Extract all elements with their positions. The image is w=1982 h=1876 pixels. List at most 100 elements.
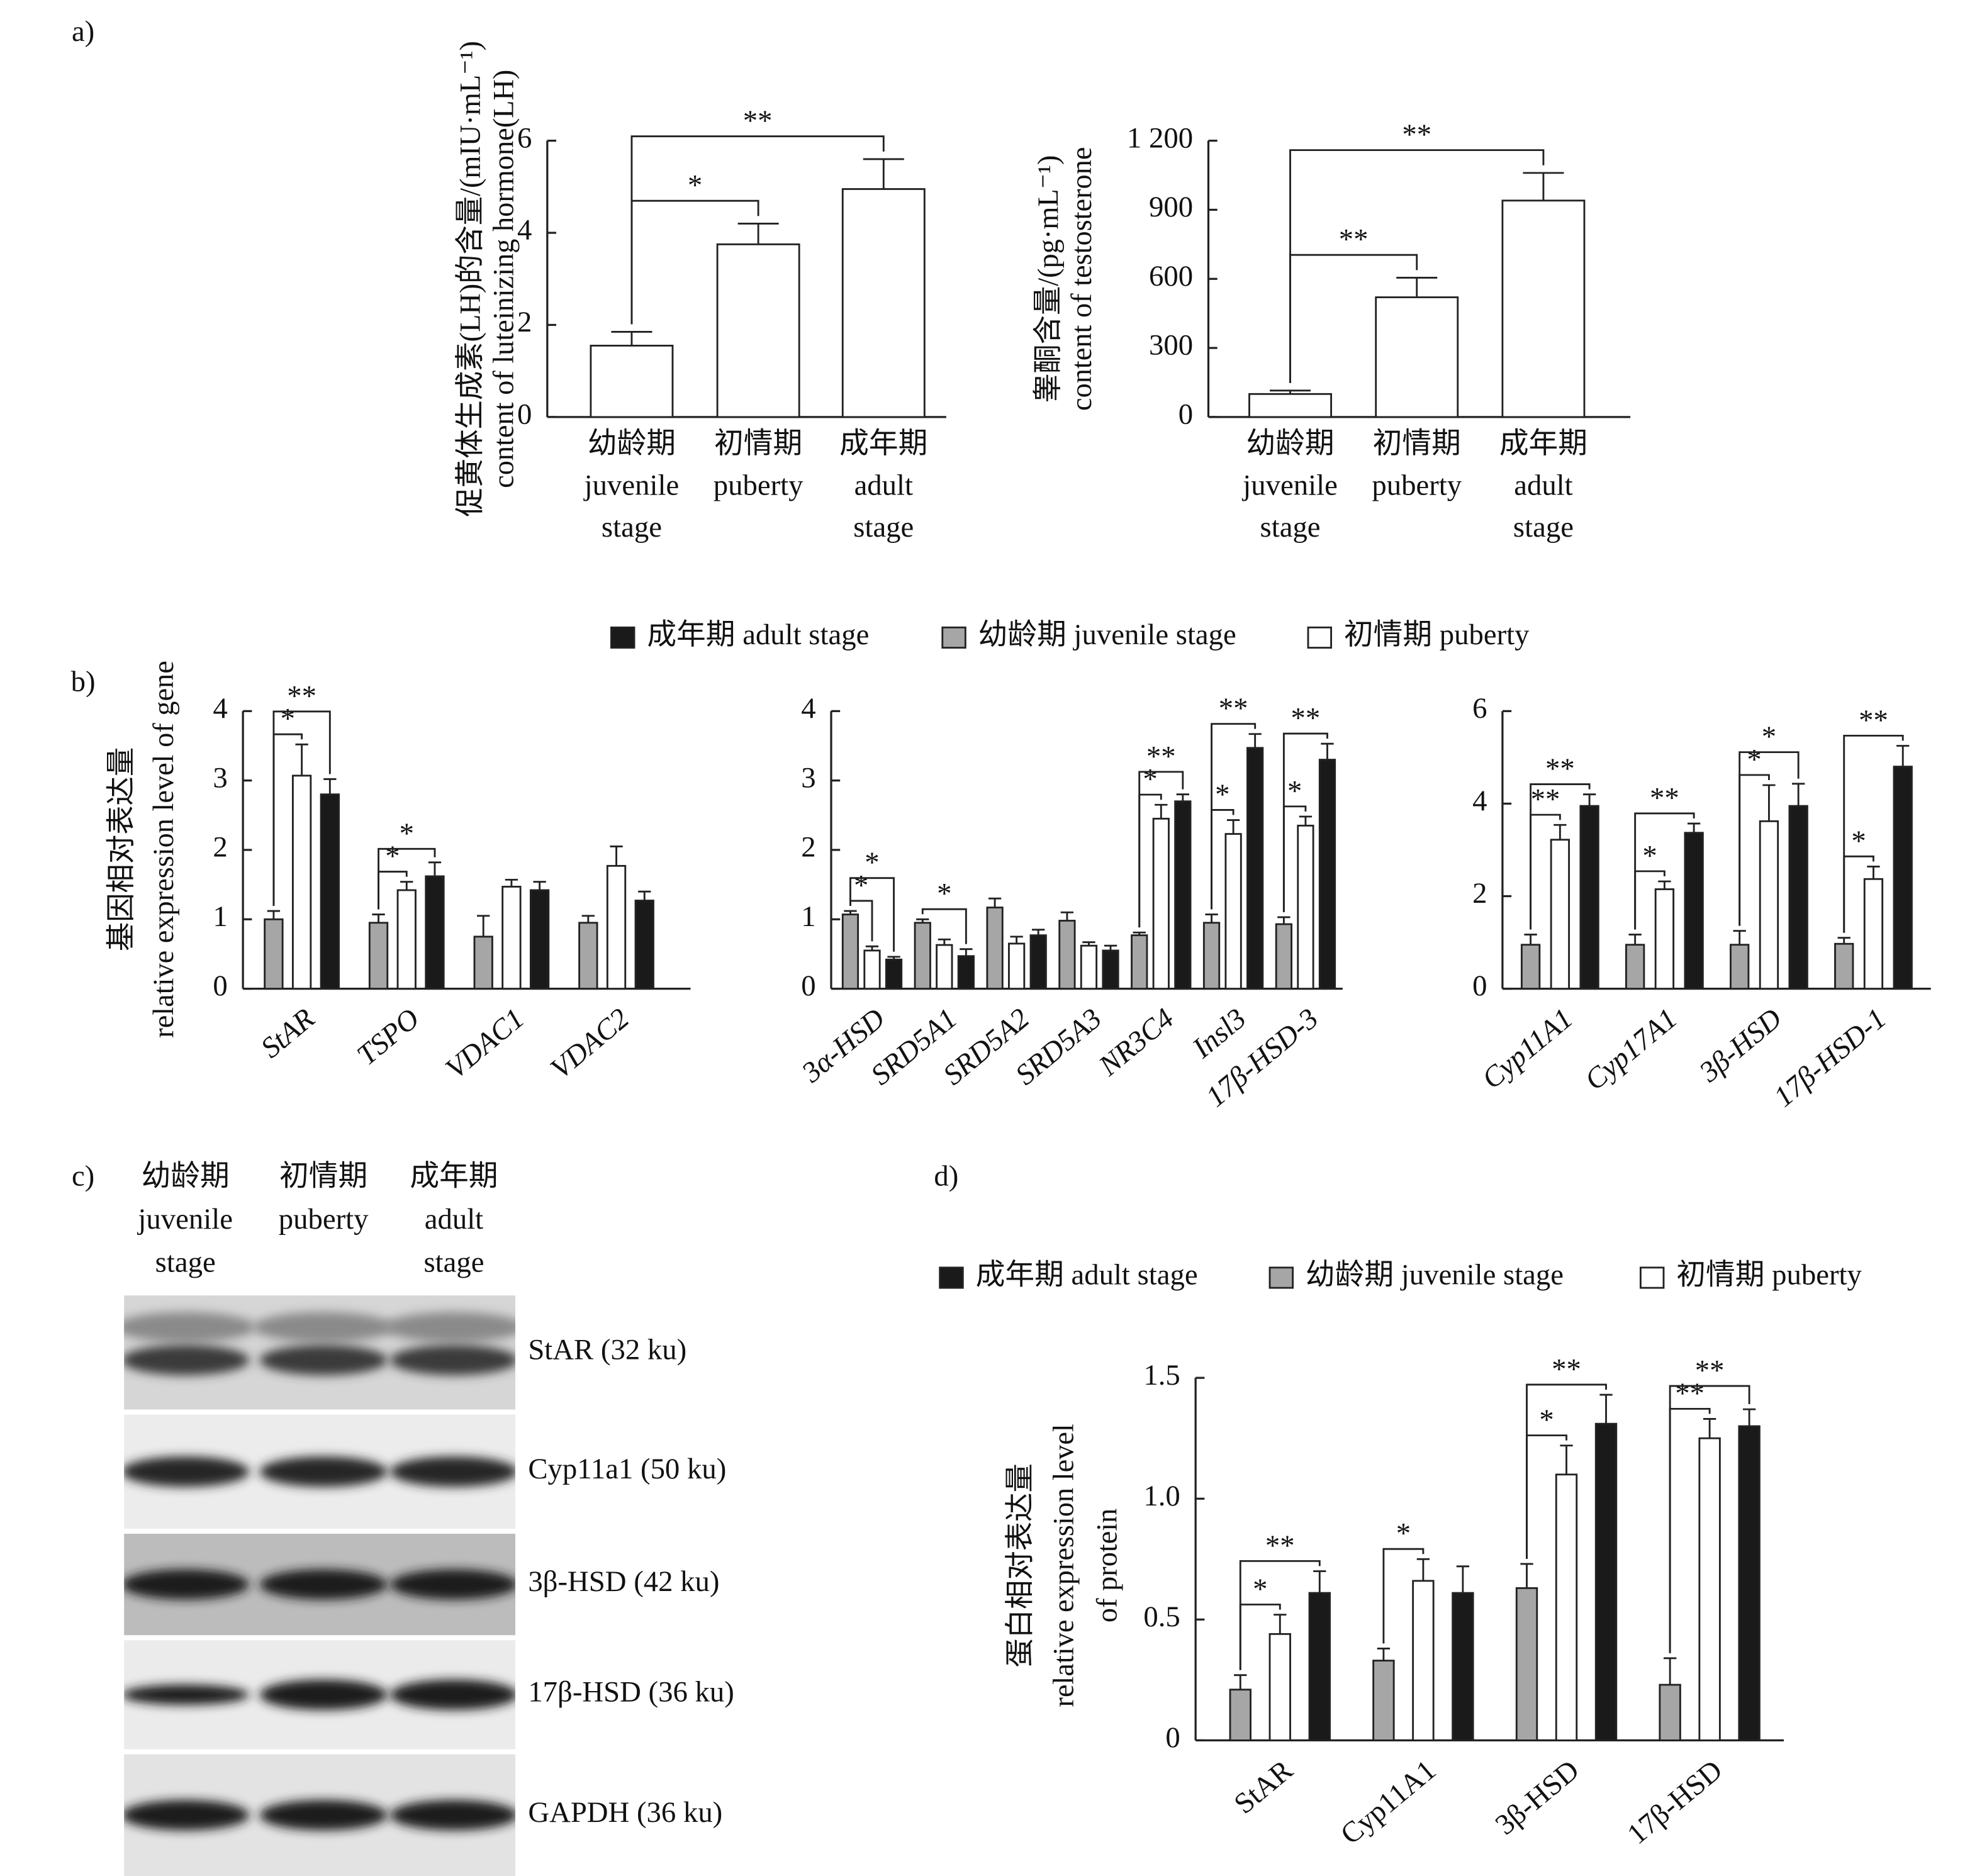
bar	[264, 918, 284, 990]
bar	[1297, 824, 1314, 990]
bar	[1308, 1592, 1331, 1741]
y-tick-label: 0	[517, 399, 532, 431]
significance-bracket	[1843, 734, 1904, 933]
y-tick-label: 4	[1472, 785, 1487, 817]
significance-label: **	[1265, 1530, 1295, 1562]
bar	[368, 922, 389, 990]
error-bar	[477, 915, 490, 937]
significance-label: **	[1545, 753, 1575, 785]
panel-label: c)	[72, 1161, 94, 1193]
bar	[1174, 800, 1192, 990]
error-bar	[1299, 815, 1313, 826]
significance-label: **	[743, 105, 773, 137]
bar	[1375, 296, 1459, 418]
y-axis-label: of protein	[1092, 1509, 1124, 1622]
y-tick-label: 1 200	[1127, 122, 1193, 154]
y-tick-label: 4	[801, 693, 815, 725]
blot-band	[389, 1800, 515, 1831]
significance-bracket	[1526, 1383, 1607, 1559]
error-bar	[1867, 866, 1880, 879]
y-tick-label: 3	[801, 762, 815, 794]
bar	[1834, 942, 1854, 990]
error-bar	[428, 861, 442, 876]
x-tick-label: StAR	[255, 1003, 321, 1064]
bar	[1029, 934, 1047, 990]
significance-bracket	[1289, 149, 1545, 383]
y-tick-label: 0	[801, 970, 815, 1002]
significance-bracket	[378, 847, 436, 910]
x-tick-label: 17β-HSD-1	[1768, 1003, 1893, 1114]
bar	[1625, 944, 1645, 990]
legend-swatch	[1268, 1266, 1294, 1289]
y-tick-label: 0	[1472, 970, 1487, 1002]
legend-label: 成年期 adult stage	[647, 619, 869, 651]
significance-bracket	[1669, 1385, 1750, 1653]
bar	[473, 935, 493, 990]
significance-label: *	[1851, 825, 1866, 857]
significance-label: *	[688, 170, 702, 202]
error-bar	[1792, 783, 1805, 807]
x-tick-label: 17β-HSD	[1621, 1754, 1728, 1850]
y-axis-label: 基因相对表达量	[106, 747, 138, 951]
significance-label: **	[1291, 703, 1321, 735]
significance-bracket	[921, 908, 967, 944]
bar	[1412, 1580, 1435, 1741]
legend-label: 幼龄期 juvenile stage	[1306, 1259, 1564, 1292]
band-label: GAPDH (36 ku)	[528, 1797, 722, 1829]
significance-bracket	[1634, 812, 1695, 930]
x-tick-label: TSPO	[351, 1003, 425, 1072]
bar	[841, 188, 926, 418]
y-tick-label: 0	[213, 970, 227, 1002]
error-bar	[1082, 941, 1095, 946]
significance-label: **	[1146, 741, 1176, 773]
significance-label: **	[1650, 783, 1679, 815]
y-tick-label: 4	[517, 215, 532, 247]
x-tick-label: 3β-HSD	[1489, 1754, 1586, 1841]
error-bar	[533, 881, 546, 890]
x-tick-label: 3β-HSD	[1693, 1003, 1788, 1089]
significance-label: **	[1219, 693, 1248, 725]
significance-label: *	[865, 847, 879, 879]
x-tick-label: juvenile	[583, 470, 680, 502]
significance-label: **	[1675, 1378, 1705, 1410]
x-tick-label: stage	[1513, 511, 1574, 544]
error-bar	[1277, 916, 1291, 925]
y-tick-label: 2	[1472, 878, 1487, 910]
error-bar	[1523, 172, 1564, 201]
significance-bracket	[630, 135, 885, 325]
bar	[1008, 942, 1026, 990]
y-axis-label: 促黄体生成素(LH)的含量/(mIU·mL⁻¹)	[454, 41, 486, 516]
y-tick-label: 0.5	[1143, 1601, 1180, 1633]
bar	[1080, 944, 1098, 990]
lane-label: stage	[423, 1247, 484, 1279]
y-tick-label: 0	[1179, 399, 1193, 431]
bar	[885, 958, 903, 990]
bar	[841, 913, 859, 990]
error-bar	[1896, 745, 1910, 767]
bar	[914, 922, 931, 990]
significance-bracket	[1282, 732, 1328, 912]
significance-label: *	[937, 878, 951, 910]
x-tick-label: stage	[1260, 511, 1321, 544]
bar	[936, 944, 953, 990]
x-tick-label: adult	[1514, 470, 1573, 502]
panel-label: a)	[72, 16, 94, 48]
x-tick-label: 初情期	[1373, 428, 1461, 460]
x-tick-label: 成年期	[1499, 428, 1587, 460]
bar	[1555, 1473, 1578, 1741]
legend-label: 初情期 puberty	[1344, 619, 1530, 651]
legend-swatch	[941, 626, 966, 649]
legend-label: 初情期 puberty	[1676, 1259, 1862, 1292]
bar	[1594, 1422, 1618, 1741]
significance-label: *	[1287, 776, 1302, 808]
error-bar	[1234, 1674, 1247, 1690]
y-axis-label: relative expression level	[1048, 1424, 1080, 1707]
blot-band	[389, 1679, 515, 1711]
bar	[863, 949, 881, 990]
blot-band	[259, 1569, 388, 1600]
error-bar	[1133, 931, 1146, 935]
legend-swatch	[939, 1266, 964, 1289]
